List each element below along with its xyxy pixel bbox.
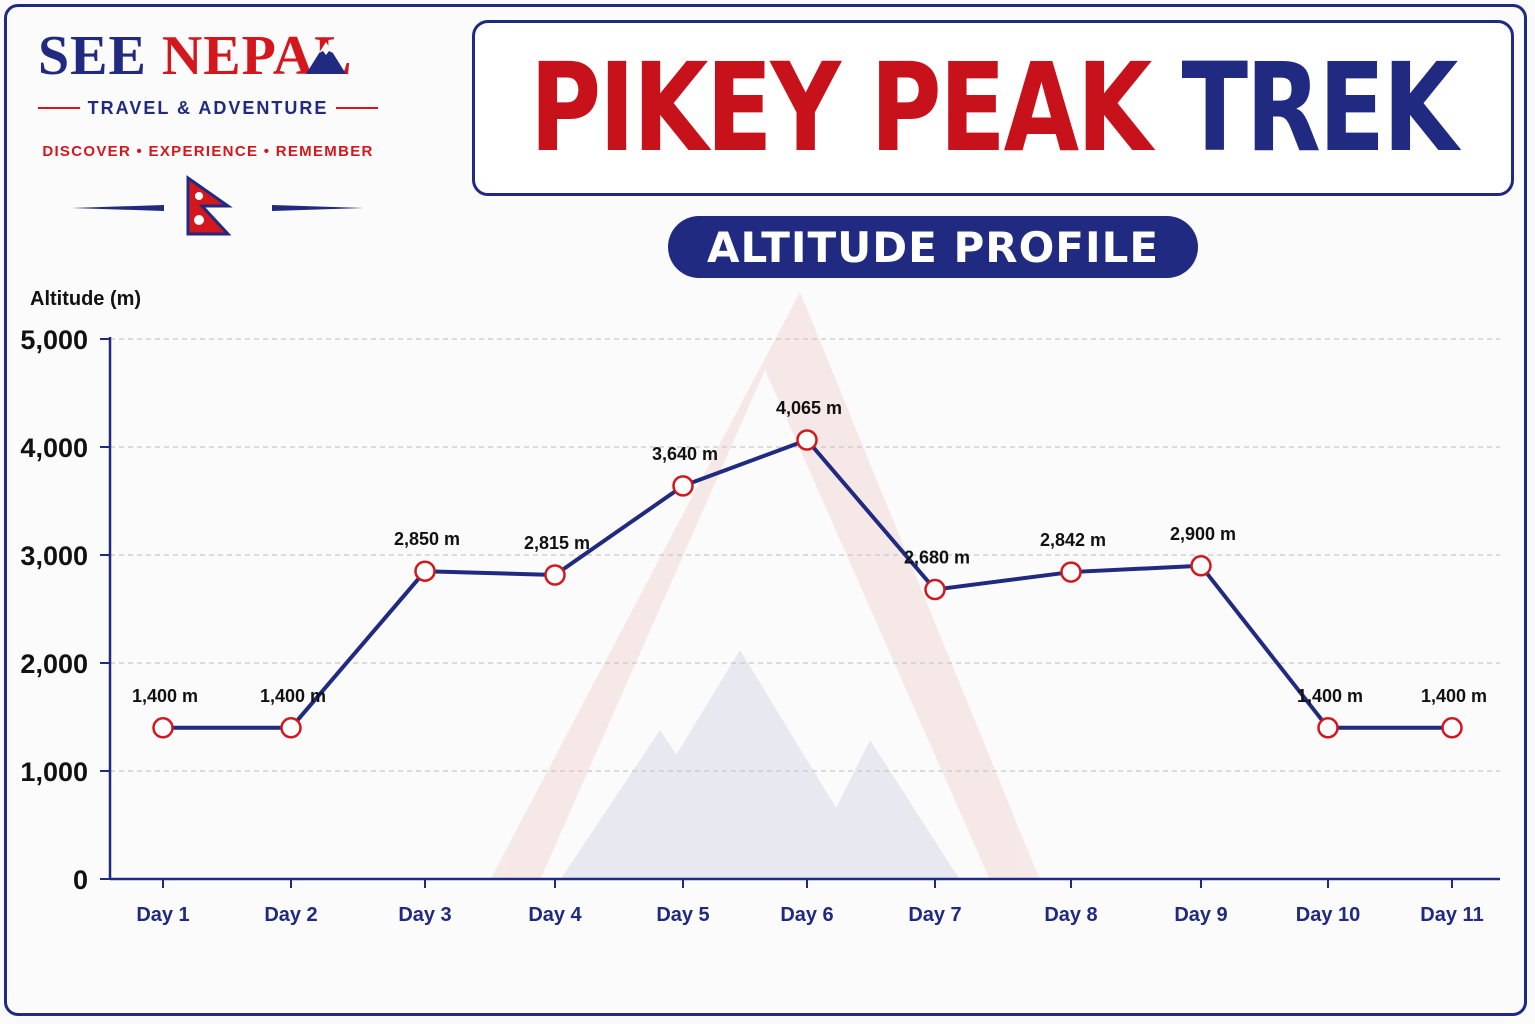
brand-motto: DISCOVER • EXPERIENCE • REMEMBER <box>42 143 374 160</box>
data-label: 2,815 m <box>524 533 590 553</box>
x-tick-label: Day 7 <box>908 904 961 926</box>
data-label: 1,400 m <box>1421 686 1487 706</box>
data-label: 2,842 m <box>1040 530 1106 550</box>
data-label: 2,850 m <box>394 529 460 549</box>
subtitle-pill: ALTITUDE PROFILE <box>668 216 1198 278</box>
data-label: 2,900 m <box>1170 524 1236 544</box>
x-tick-label: Day 1 <box>136 904 189 926</box>
data-point <box>1190 555 1212 577</box>
nepal-flag-icon <box>72 175 364 236</box>
y-tick-label: 1,000 <box>20 757 88 787</box>
brand-name-part1: SEE <box>38 25 147 87</box>
y-tick-label: 4,000 <box>20 433 88 463</box>
mountain-watermark <box>490 292 1040 880</box>
mountain-peak-icon <box>306 42 346 74</box>
brand-tagline: TRAVEL & ADVENTURE <box>38 96 378 120</box>
x-tick-label: Day 9 <box>1174 904 1227 926</box>
data-label: 1,400 m <box>1297 686 1363 706</box>
y-tick-label: 5,000 <box>20 325 88 355</box>
data-point <box>796 429 818 451</box>
y-tick-label: 0 <box>73 865 88 895</box>
x-tick-label: Day 6 <box>780 904 833 926</box>
data-point <box>280 717 302 739</box>
x-tick-label: Day 8 <box>1044 904 1097 926</box>
title-part-red: PIKEY PEAK <box>529 37 1153 179</box>
x-tick-label: Day 3 <box>398 904 451 926</box>
x-tick-label: Day 11 <box>1420 904 1483 926</box>
title-part-blue: TREK <box>1181 37 1459 179</box>
brand-logo: SEE NEPAL TRAVEL & ADVENTURE DISCOVER • … <box>18 22 398 242</box>
x-tick-labels: Day 1 Day 2 Day 3 Day 4 Day 5 Day 6 Day 7 Day 8… <box>136 904 1483 926</box>
x-tick-label: Day 5 <box>656 904 709 926</box>
data-point <box>924 578 946 601</box>
data-label: 2,680 m <box>904 548 970 568</box>
data-label: 1,400 m <box>260 686 326 706</box>
data-label: 1,400 m <box>132 686 198 706</box>
data-point <box>1060 561 1082 583</box>
data-point <box>414 560 436 582</box>
altitude-series <box>152 429 1463 739</box>
y-axis-title: Altitude (m) <box>30 288 141 310</box>
data-point <box>1317 717 1339 739</box>
page-title: PIKEY PEAK TREK <box>529 37 1459 179</box>
chart-axes <box>100 337 1500 888</box>
data-labels: 1,400 m 1,400 m 2,850 m 2,815 m 3,640 m 4,065… <box>132 398 1487 706</box>
y-tick-label: 2,000 <box>20 649 88 679</box>
x-tick-label: Day 4 <box>528 904 582 926</box>
data-point <box>152 717 174 739</box>
y-tick-label: 3,000 <box>20 541 88 571</box>
data-point <box>1441 717 1463 739</box>
data-label: 4,065 m <box>776 398 842 418</box>
x-tick-label: Day 10 <box>1296 904 1361 926</box>
x-tick-label: Day 2 <box>264 904 317 926</box>
data-point <box>544 564 566 586</box>
data-point <box>672 475 694 497</box>
title-box: PIKEY PEAK TREK <box>472 20 1514 196</box>
data-label: 3,640 m <box>652 444 718 464</box>
y-tick-labels: 0 1,000 2,000 3,000 4,000 5,000 <box>20 325 88 895</box>
